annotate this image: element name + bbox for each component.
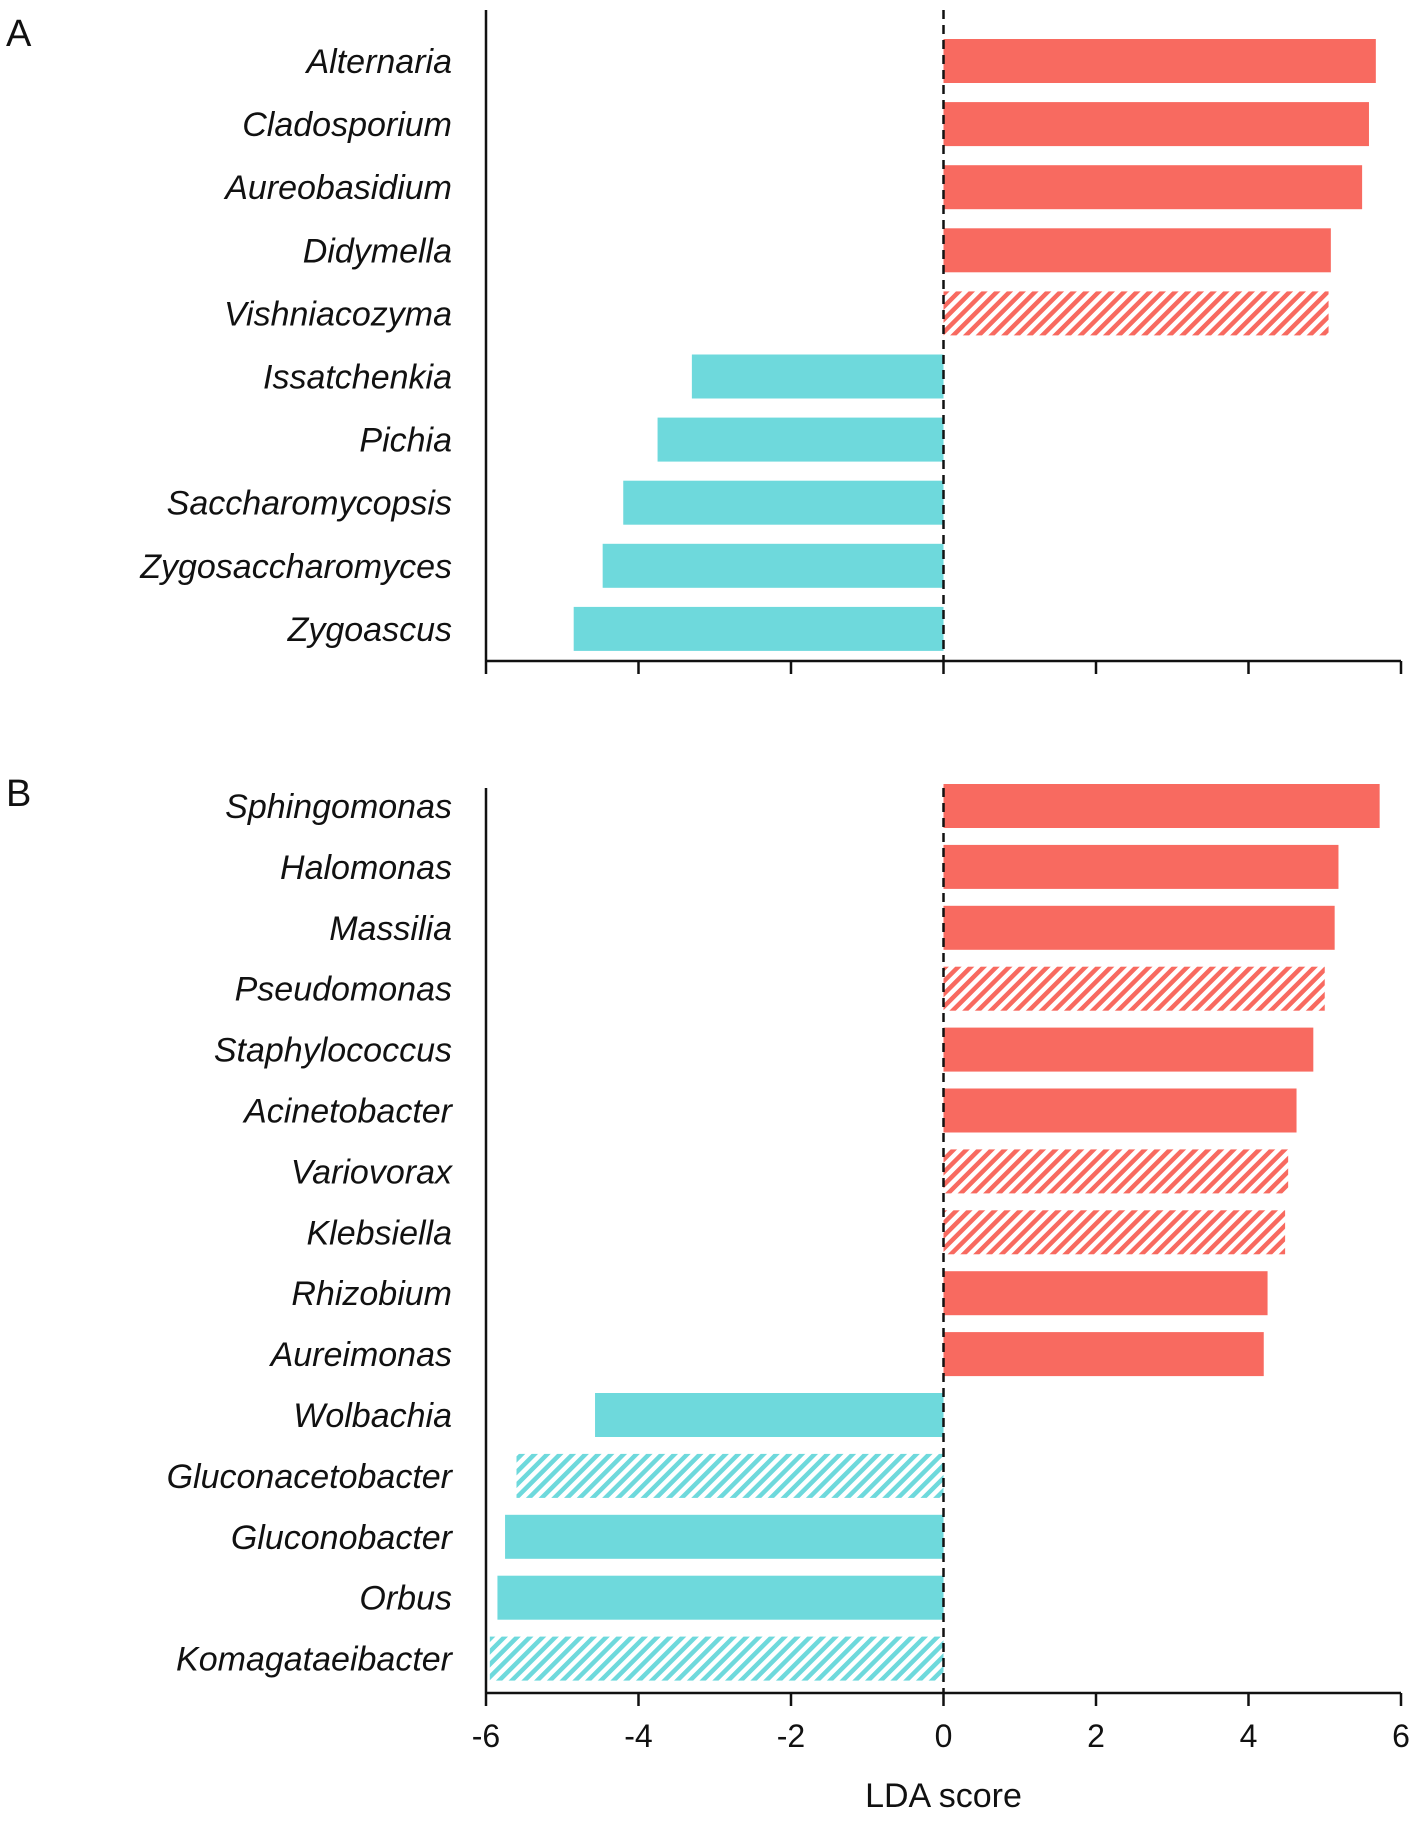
panel-b: B Sphingomonas Halomonas Massilia Pseudomona…	[6, 773, 1410, 1815]
panel-b-category-label-acinetobacter: Acinetobacter	[242, 1093, 454, 1131]
panel-b-bar-halomonas	[943, 844, 1339, 889]
panel-a-category-label-zygosaccharomyces: Zygosaccharomyces	[139, 548, 452, 586]
panel-a-bar-zygosaccharomyces	[602, 543, 944, 588]
panel-b-x-tick-label-4: 4	[1240, 1718, 1258, 1754]
panel-a-label: A	[6, 13, 32, 55]
panel-b-category-label-halomonas: Halomonas	[280, 849, 452, 887]
panel-b-category-label-klebsiella: Klebsiella	[306, 1214, 452, 1252]
panel-b-bar-aureimonas	[943, 1332, 1264, 1377]
panel-a-bar-issatchenkia	[691, 354, 944, 399]
panel-a-bar-vishniacozyma	[943, 291, 1329, 336]
panel-a-category-label-zygoascus: Zygoascus	[287, 611, 452, 649]
panel-b-category-label-wolbachia: Wolbachia	[293, 1397, 452, 1435]
panel-a-bar-alternaria	[943, 39, 1376, 83]
panel-b-x-tick-label-4: -4	[624, 1718, 652, 1754]
panel-b-bar-wolbachia	[595, 1393, 944, 1437]
panel-a-bar-pichia	[657, 417, 944, 462]
panel-b-x-tick-label-6: 6	[1392, 1718, 1410, 1754]
panel-a: A Alternaria Cladosporium Aureobasidium Didy…	[6, 10, 1403, 674]
panel-b-bar-klebsiella	[943, 1210, 1286, 1255]
panel-b-category-label-staphylococcus: Staphylococcus	[214, 1032, 452, 1070]
panel-b-label: B	[6, 773, 31, 815]
panel-b-x-tick-label-2: -2	[777, 1718, 805, 1754]
panel-b-category-label-rhizobium: Rhizobium	[291, 1275, 452, 1313]
panel-a-category-label-alternaria: Alternaria	[304, 43, 452, 81]
panel-b-category-label-orbus: Orbus	[359, 1580, 452, 1618]
panel-b-x-tick-label-0: 0	[935, 1718, 953, 1754]
panel-a-category-label-vishniacozyma: Vishniacozyma	[224, 295, 452, 333]
panel-b-x-tick-label-2: 2	[1087, 1718, 1105, 1754]
panel-b-x-axis-title: LDA score	[865, 1777, 1022, 1815]
panel-b-bar-sphingomonas	[943, 784, 1380, 828]
panel-b-bar-gluconacetobacter	[516, 1453, 944, 1498]
panel-b-category-label-gluconobacter: Gluconobacter	[231, 1519, 454, 1557]
panel-a-category-label-aureobasidium: Aureobasidium	[223, 169, 452, 207]
panel-b-category-label-aureimonas: Aureimonas	[269, 1336, 452, 1374]
panel-b-category-label-massilia: Massilia	[329, 910, 452, 948]
panel-b-bar-gluconobacter	[505, 1514, 944, 1559]
panel-a-category-label-saccharomycopsis: Saccharomycopsis	[167, 485, 452, 523]
panel-b-category-label-variovorax: Variovorax	[291, 1153, 453, 1191]
panel-b-bar-acinetobacter	[943, 1088, 1297, 1133]
panel-a-category-label-didymella: Didymella	[303, 232, 452, 270]
panel-b-bar-orbus	[497, 1575, 944, 1620]
panel-b-category-label-pseudomonas: Pseudomonas	[235, 971, 452, 1009]
panel-a-bar-aureobasidium	[943, 165, 1363, 210]
panel-a-bar-didymella	[943, 228, 1331, 273]
panel-b-bar-komagataeibacter	[489, 1636, 944, 1681]
panel-a-category-label-pichia: Pichia	[359, 422, 452, 460]
panel-b-bar-pseudomonas	[943, 966, 1325, 1011]
panel-a-bar-zygoascus	[573, 606, 944, 651]
panel-a-category-label-issatchenkia: Issatchenkia	[263, 359, 452, 397]
panel-b-category-label-komagataeibacter: Komagataeibacter	[176, 1641, 454, 1679]
panel-b-bar-staphylococcus	[943, 1027, 1314, 1072]
panel-b-bar-massilia	[943, 905, 1335, 950]
panel-b-bar-rhizobium	[943, 1271, 1268, 1316]
panel-a-bar-saccharomycopsis	[623, 480, 944, 525]
panel-b-x-tick-label-6: -6	[472, 1718, 500, 1754]
panel-b-category-label-sphingomonas: Sphingomonas	[225, 788, 452, 826]
panel-a-category-label-cladosporium: Cladosporium	[242, 106, 452, 144]
panel-b-bar-variovorax	[943, 1149, 1289, 1194]
panel-b-category-label-gluconacetobacter: Gluconacetobacter	[167, 1458, 454, 1496]
panel-a-bar-cladosporium	[943, 102, 1369, 147]
